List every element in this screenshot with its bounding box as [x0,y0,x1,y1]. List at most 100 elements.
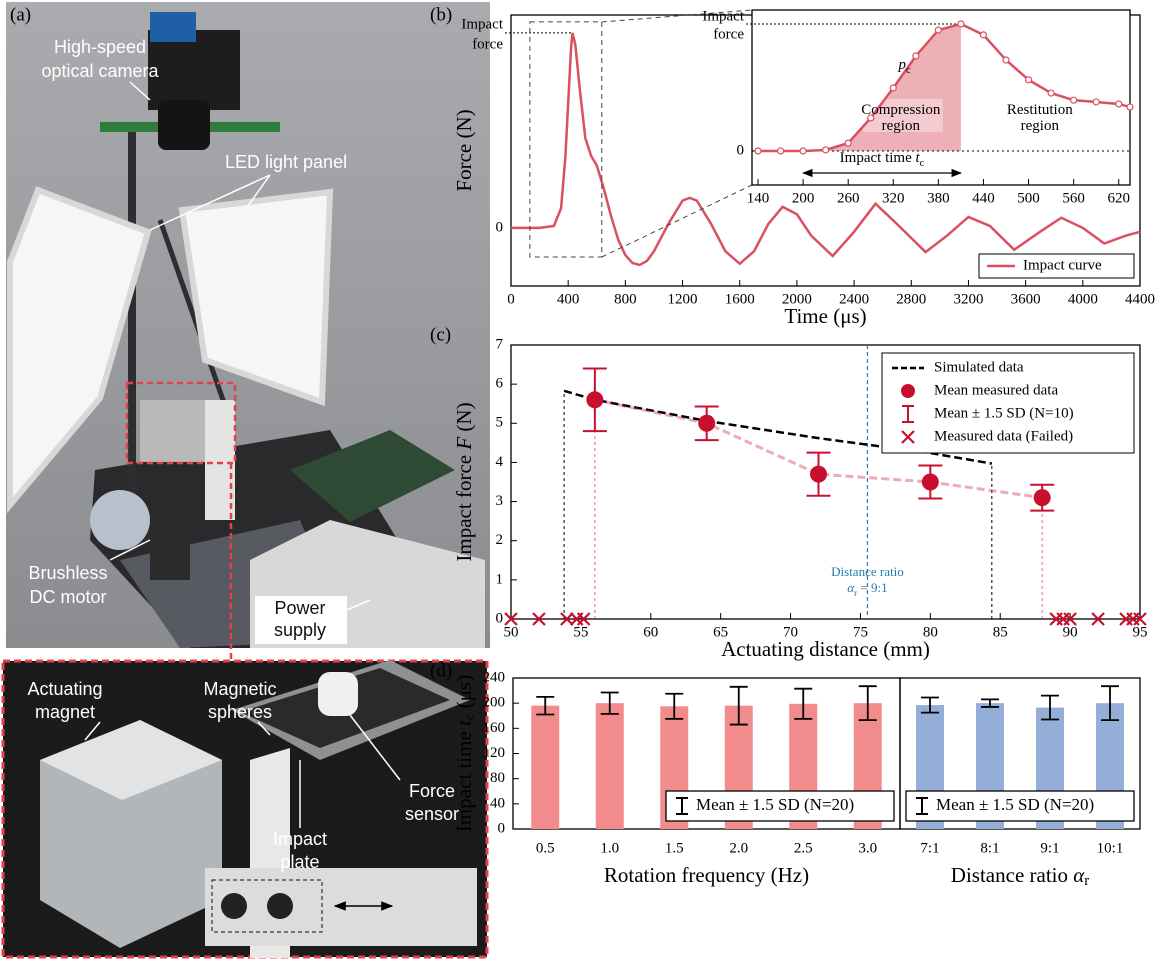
line-series [511,32,1141,267]
measured-line [594,398,1043,500]
cube-top [40,720,222,800]
inset-marker [934,26,942,34]
label-part: r [1084,873,1089,889]
inset-marker [799,147,807,155]
y-tick-label: 0 [737,142,745,158]
failed-marker [576,612,591,626]
x-tick-label: 2000 [782,291,812,307]
legend-label: Mean ± 1.5 SD (N=20) [936,795,1094,814]
panel-label: (a) [10,4,31,25]
legend-frame [881,352,1135,454]
x-tick-label: 4000 [1068,291,1098,307]
camera-top [150,12,196,42]
x-tick-label: 2800 [896,291,926,307]
sensor-post [205,400,235,520]
zoom-box [529,21,603,258]
sphere [221,893,247,919]
y-tick-label: 4 [496,454,504,470]
x-axis-label: Rotation frequency (Hz) [604,863,809,887]
error-bar [858,685,877,722]
callout: Brushless [28,563,107,583]
camera-lens [158,100,210,150]
legend: Impact curve [978,253,1135,279]
failed-marker [1091,612,1105,626]
label-part: t [915,150,920,166]
label-box [255,596,347,644]
error-bar [921,696,939,714]
error-bar [1101,685,1119,722]
impact-time-label: Impact time tc [840,150,925,169]
y-tick-label: 0 [496,610,504,626]
label-part: Distance ratio [951,863,1073,887]
inset-marker [912,52,920,60]
label-part: (μs) [452,675,476,714]
x-tick-label: 560 [1062,190,1085,206]
y-tick-label: 2 [496,532,504,548]
legend-frame [665,790,895,822]
x-tick-label: 0.5 [536,840,555,856]
zoom-box [125,381,237,465]
inset-marker [1002,56,1010,64]
label-part: Impact time [452,726,476,832]
x-tick-label: 1600 [725,291,755,307]
compression-area [803,23,961,151]
label-part: F [452,437,476,451]
x-tick-label: 2400 [839,291,869,307]
error-bar [665,692,684,720]
y-tick-label: 120 [483,745,506,761]
failed-marker [1063,612,1077,626]
callout: plate [280,852,319,872]
label-part: c [462,713,478,720]
inset-marker [979,31,988,39]
callout: Power [274,598,325,618]
legend-label: Mean ± 1.5 SD (N=10) [934,405,1074,421]
label-backdrop [863,98,943,132]
y-tick-label: 7 [496,336,504,352]
callout: spheres [208,702,272,722]
led-panel [6,186,152,514]
x-tick-label: 3200 [953,291,983,307]
y-tick-label: 3 [496,493,504,509]
callout: magnet [35,702,95,722]
zoom-connector [601,184,753,258]
legend-label: Impact curve [1023,257,1102,273]
x-tick-label: 80 [923,624,938,640]
pc-label: pc [897,57,911,76]
callout: DC motor [29,587,106,607]
detail-box [211,879,323,933]
plot-frame [510,344,1141,620]
x-tick-label: 2.0 [729,840,748,856]
y-axis-label: Impact force F (N) [452,402,476,561]
callout: Actuating [27,679,102,699]
callout-line [244,174,271,211]
inset-line [758,22,1131,153]
x-tick-label: 95 [1133,624,1148,640]
inset-marker [1126,103,1134,111]
bar [595,703,624,829]
error-bar [1041,694,1059,721]
failed-marker [532,612,546,626]
inset-marker [889,84,897,92]
error-bar [981,698,999,708]
legend-swatch [901,384,915,398]
legend: Mean ± 1.5 SD (N=20) [905,790,1135,822]
callout-line [257,721,271,736]
annotation: αr = 9:1 [847,580,887,598]
y-tick-label: 5 [496,415,504,431]
label-part: (N) [452,402,476,436]
legend-label: Mean ± 1.5 SD (N=20) [696,795,854,814]
inset-marker [754,147,762,155]
callout-line [349,714,401,781]
callout: Force [409,781,455,801]
led-panel [178,188,334,407]
y-tick-label: 6 [496,376,504,392]
y-tick-label: 80 [490,770,505,786]
callout: Magnetic [203,679,276,699]
callout-line [109,539,151,561]
peak-label: Impact [461,16,503,32]
peak-label: force [472,36,503,52]
motor-disc [90,490,150,550]
x-tick-label: 85 [993,624,1008,640]
